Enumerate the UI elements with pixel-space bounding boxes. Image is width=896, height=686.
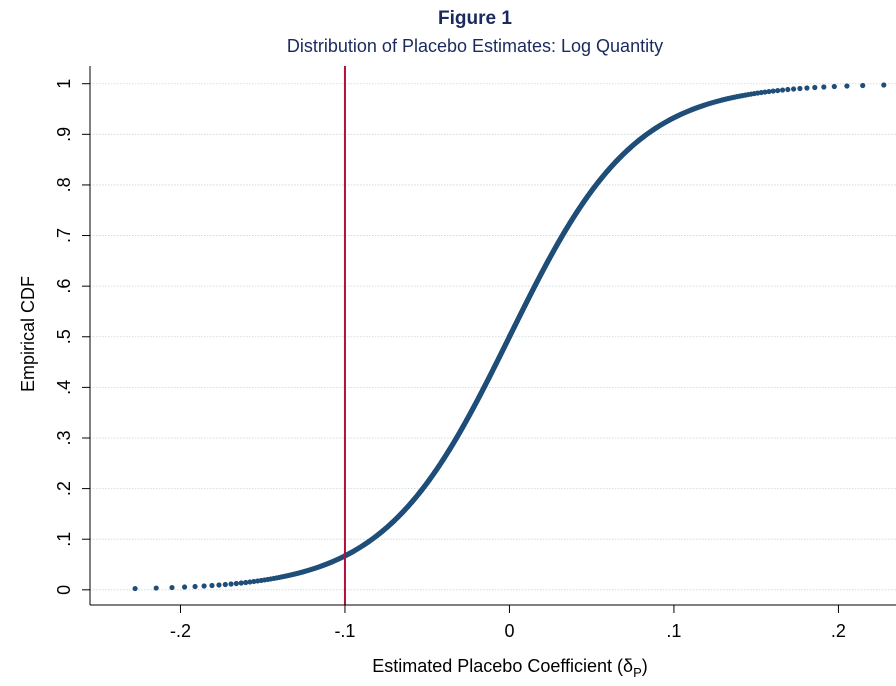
x-axis-label-main: Estimated Placebo Coefficient (δ — [372, 656, 633, 676]
x-tick-label: -.2 — [170, 621, 191, 641]
data-point — [762, 89, 768, 95]
x-axis-label-subscript: P — [633, 665, 642, 680]
data-point — [770, 88, 776, 94]
data-point — [785, 86, 791, 93]
y-tick-label: .6 — [54, 279, 74, 294]
data-point — [233, 580, 239, 587]
data-point — [790, 86, 797, 92]
x-ticks: -.2 -.1 0 .1 .2 — [170, 605, 846, 641]
y-tick-label: .8 — [54, 177, 74, 192]
data-point — [766, 88, 772, 95]
y-tick-label: .5 — [54, 329, 74, 344]
y-tick-label: .1 — [54, 532, 74, 547]
x-axis-label-close: ) — [642, 656, 648, 676]
x-tick-label: .2 — [831, 621, 846, 641]
y-axis-label: Empirical CDF — [18, 276, 38, 392]
y-tick-label: .7 — [54, 228, 74, 243]
y-tick-label: 0 — [54, 585, 74, 595]
data-point — [132, 585, 138, 592]
data-point — [216, 582, 222, 588]
data-points — [132, 82, 887, 592]
gridlines — [90, 83, 896, 591]
data-point — [153, 585, 159, 591]
data-point — [881, 82, 887, 88]
data-point — [243, 579, 249, 586]
chart-title: Figure 1 — [438, 8, 512, 29]
data-point — [844, 83, 850, 89]
data-point — [209, 582, 215, 589]
y-tick-label: 1 — [54, 79, 74, 89]
data-point — [238, 580, 244, 586]
data-point — [804, 85, 810, 91]
y-tick-label: .4 — [54, 380, 74, 395]
data-point — [222, 581, 228, 588]
x-tick-label: .1 — [666, 621, 681, 641]
data-point — [797, 85, 803, 92]
y-tick-label: .2 — [54, 481, 74, 496]
data-point — [821, 84, 827, 90]
y-tick-label: .3 — [54, 430, 74, 445]
data-point — [228, 581, 234, 587]
y-tick-label: .9 — [54, 127, 74, 142]
data-point — [860, 82, 866, 89]
data-point — [169, 584, 175, 591]
x-axis-label: Estimated Placebo Coefficient (δP) — [372, 656, 648, 680]
data-point — [192, 583, 198, 590]
y-ticks: 0 .1 .2 .3 .4 .5 .6 .7 .8 .9 1 — [54, 79, 90, 595]
data-point — [181, 584, 188, 590]
chart-subtitle: Distribution of Placebo Estimates: Log Q… — [287, 36, 663, 56]
data-point — [779, 87, 786, 93]
data-point — [201, 583, 207, 589]
x-tick-label: 0 — [504, 621, 514, 641]
data-point — [775, 87, 781, 94]
data-point — [831, 83, 837, 90]
data-point — [247, 579, 253, 585]
data-point — [812, 84, 818, 91]
x-tick-label: -.1 — [334, 621, 355, 641]
